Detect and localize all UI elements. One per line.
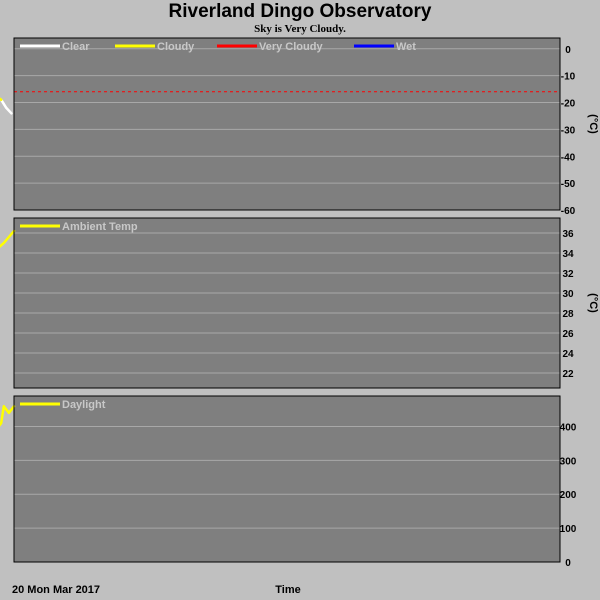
ambient-ytick-label: 26 xyxy=(562,329,574,340)
ambient-legend-label: Ambient Temp xyxy=(62,221,138,233)
ambient-ytick-label: 22 xyxy=(562,369,574,380)
ambient-ytick-label: 24 xyxy=(562,349,574,360)
sky-ytick-label: -20 xyxy=(561,99,576,110)
sky-series-cloudy xyxy=(0,97,3,102)
sky-status: Sky is Very Cloudy. xyxy=(254,23,346,35)
sky-ytick-label: -30 xyxy=(561,125,576,136)
sky-legend-label: Clear xyxy=(62,41,90,53)
x-axis-label: Time xyxy=(275,584,300,596)
daylight-ytick-label: 0 xyxy=(565,558,571,569)
ambient-ytick-label: 36 xyxy=(562,229,574,240)
sky-legend-label: Wet xyxy=(396,41,416,53)
ambient-ytick-label: 34 xyxy=(562,249,574,260)
sky-plot-area xyxy=(14,38,560,210)
daylight-series-daylight xyxy=(0,404,16,427)
sky-ytick-label: -50 xyxy=(561,179,576,190)
footer-date: 20 Mon Mar 2017 xyxy=(12,584,100,596)
sky-legend-label: Very Cloudy xyxy=(259,41,323,53)
daylight-ytick-label: 200 xyxy=(560,490,577,501)
sky-ytick-label: -60 xyxy=(561,206,576,217)
sky-ytick-label: 0 xyxy=(565,45,571,56)
daylight-plot-border xyxy=(13,395,561,563)
ambient-plot-border xyxy=(13,217,561,389)
daylight-ytick-label: 100 xyxy=(560,524,577,535)
ambient-ylabel: (°C) xyxy=(587,293,599,313)
ambient-series-ambient-temp xyxy=(0,229,16,249)
daylight-ytick-label: 400 xyxy=(560,422,577,433)
sky-legend-label: Cloudy xyxy=(157,41,195,53)
daylight-plot-area xyxy=(14,396,560,562)
sky-ytick-label: -10 xyxy=(561,72,576,83)
ambient-ytick-label: 28 xyxy=(562,309,574,320)
ambient-ytick-label: 30 xyxy=(562,289,574,300)
sky-ylabel: (°C) xyxy=(587,114,599,134)
daylight-ytick-label: 300 xyxy=(560,456,577,467)
sky-series-clear xyxy=(0,98,13,115)
ambient-ytick-label: 32 xyxy=(562,269,574,280)
sky-plot-border xyxy=(13,37,561,211)
daylight-legend-label: Daylight xyxy=(62,399,106,411)
ambient-plot-area xyxy=(14,218,560,388)
page-title: Riverland Dingo Observatory xyxy=(168,1,432,22)
sky-ytick-label: -40 xyxy=(561,152,576,163)
